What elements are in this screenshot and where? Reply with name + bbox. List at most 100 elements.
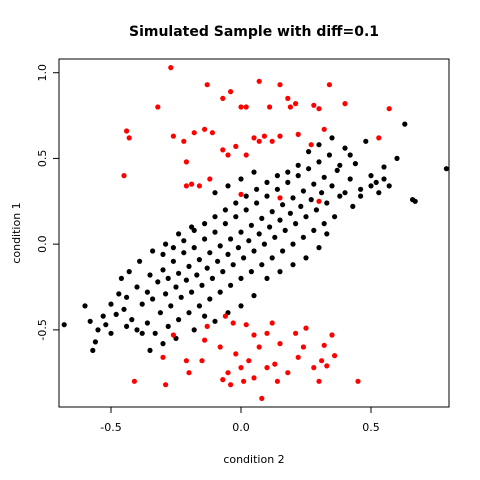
data-point-red [222,313,228,319]
data-point [176,270,182,276]
data-point [204,265,210,271]
data-point-red [376,135,382,141]
data-point-red [243,104,249,110]
data-point [196,257,202,263]
data-point-red [316,106,322,112]
data-point [329,135,335,141]
data-point [222,221,228,227]
data-point [212,214,218,220]
data-point [225,251,231,257]
data-point [238,176,244,182]
plot-frame [58,58,450,408]
data-point [163,241,169,247]
y-tick-label: -0.5 [36,319,49,340]
data-point-red [170,133,176,139]
data-point-red [316,378,322,384]
y-tick-label: 1.0 [36,64,49,82]
data-point [259,262,265,268]
x-tick-label: -0.5 [100,421,121,434]
data-point-red [277,195,283,201]
data-point [191,327,197,333]
data-point [207,250,213,256]
data-point-red [155,104,161,110]
data-point-red [183,358,189,364]
data-point-red [202,126,208,132]
data-point [165,323,171,329]
data-point [311,227,317,233]
data-point-red [186,370,192,376]
data-point-red [225,152,231,158]
data-point [191,245,197,251]
data-point [144,289,150,295]
data-point [295,162,301,168]
data-point [326,152,332,158]
data-point [118,275,124,281]
data-point-red [233,143,239,149]
data-point [217,243,223,249]
data-point-red [259,395,265,401]
data-point [269,255,275,261]
data-point [376,190,382,196]
data-point [186,310,192,316]
data-point-red [220,147,226,153]
data-point-red [228,89,234,95]
data-point-red [163,382,169,388]
data-point [308,197,314,203]
data-point [313,207,319,213]
data-point [290,262,296,268]
data-point [386,183,392,189]
x-axis: -0.5 0.0 0.5 [100,407,380,434]
data-point [251,169,257,175]
data-point [264,179,270,185]
data-point-red [160,354,166,360]
data-point-red [230,320,236,326]
data-point [228,236,234,242]
data-point-red [269,138,275,144]
data-point-red [233,351,239,357]
data-point-red [342,101,348,107]
data-point [238,303,244,309]
data-point [261,241,267,247]
data-point [324,231,330,237]
data-point [202,221,208,227]
data-point-red [264,365,270,371]
data-point [150,248,156,254]
data-point [103,322,109,328]
data-point [285,179,291,185]
data-point-red [181,138,187,144]
y-tick-label: 0.0 [36,235,49,253]
data-point [134,284,140,290]
data-point [443,166,449,172]
data-point-red [300,344,306,350]
data-point [222,207,228,213]
data-point [124,294,130,300]
data-point [298,203,304,209]
data-point [402,121,408,127]
data-point [342,145,348,151]
data-point [233,200,239,206]
data-point [173,284,179,290]
data-point [277,269,283,275]
data-point [139,301,145,307]
data-point [246,238,252,244]
data-point [254,200,260,206]
data-point [243,207,249,213]
data-point [269,209,275,215]
data-point-red [285,95,291,101]
data-point [199,282,205,288]
data-point [319,190,325,196]
data-point [303,255,309,261]
data-point [100,313,106,319]
data-point [285,169,291,175]
data-point [394,155,400,161]
data-point [230,262,236,268]
data-point-red [124,128,130,134]
data-point-red [191,130,197,136]
data-point-red [204,82,210,88]
x-axis-label: condition 2 [223,453,284,466]
data-point [241,255,247,261]
data-point-red [287,104,293,110]
data-point-red [386,106,392,112]
data-point-red [355,378,361,384]
data-point [160,341,166,347]
